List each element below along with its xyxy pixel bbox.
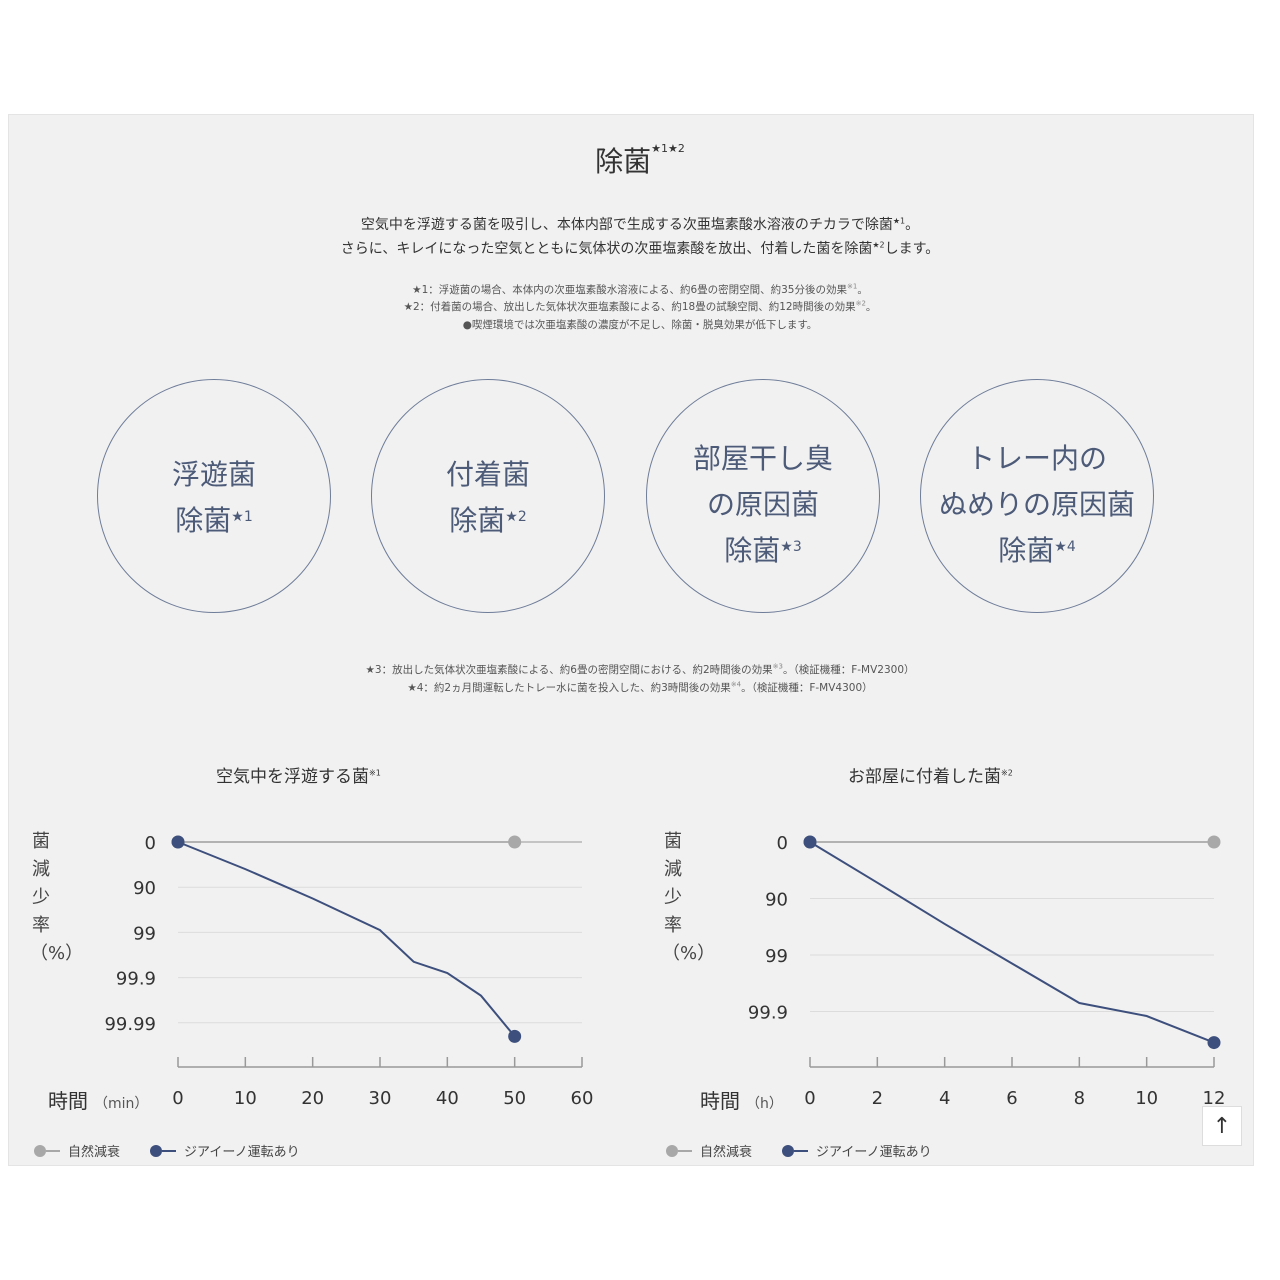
footnote-5: ★4：約2ヵ月間運転したトレー水に菌を投入した、約3時間後の効果※4。（検証機種… <box>407 680 873 695</box>
arrow-up-icon: ↑ <box>1212 1113 1232 1139</box>
footnote-2: ★2：付着菌の場合、放出した気体状次亜塩素酸による、約18畳の試験空間、約12時… <box>403 299 877 314</box>
chart-2-ylabel: 菌減少率（%） <box>662 831 715 964</box>
page-title: 除菌★1★2 <box>595 142 685 178</box>
back-to-top-button[interactable]: ↑ <box>1202 1106 1242 1146</box>
circle-line: トレー内の <box>966 442 1107 475</box>
chart-1-ylabel: 菌減少率（%） <box>30 831 83 964</box>
legend-marker-natural <box>666 1144 678 1157</box>
chart-2-title: お部屋に付着した菌※2 <box>848 767 1013 787</box>
legend-item-ziaino: ジアイーノ運転あり <box>150 1141 300 1160</box>
lead-line-1: 空気中を浮遊する菌を吸引し、本体内部で生成する次亜塩素酸水溶液のチカラで除菌★1… <box>360 216 920 233</box>
feature-circle-tray-slime: トレー内の ぬめりの原因菌 除菌★4 <box>920 379 1154 613</box>
circle-line: 除菌★4 <box>998 534 1076 567</box>
feature-circle-surface: 付着菌 除菌★2 <box>371 379 605 613</box>
legend-item-ziaino: ジアイーノ運転あり <box>782 1141 932 1160</box>
chart-2-legend: 自然減衰 ジアイーノ運転あり <box>666 1141 962 1160</box>
circle-line: 除菌★2 <box>449 504 527 537</box>
footnote-1: ★1：浮遊菌の場合、本体内の次亜塩素酸水溶液による、約6畳の密閉空間、約35分後… <box>412 282 868 297</box>
feature-circle-laundry-odor: 部屋干し臭 の原因菌 除菌★3 <box>646 379 880 613</box>
legend-item-natural: 自然減衰 <box>34 1141 120 1160</box>
feature-circle-airborne: 浮遊菌 除菌★1 <box>97 379 331 613</box>
circle-line: 浮遊菌 <box>171 458 256 491</box>
legend-item-natural: 自然減衰 <box>666 1141 752 1160</box>
circle-line: 除菌★3 <box>724 534 802 567</box>
chart-2-xlabel: 時間 （h） <box>700 1089 783 1113</box>
legend-marker-natural <box>34 1144 46 1157</box>
chart-1-title: 空気中を浮遊する菌※1 <box>216 767 381 787</box>
chart-1-xlabel: 時間 （min） <box>48 1089 149 1113</box>
legend-marker-ziaino <box>150 1144 163 1157</box>
content-panel <box>8 114 1254 1166</box>
footnote-3: ●喫煙環境では次亜塩素酸の濃度が不足し、除菌・脱臭効果が低下します。 <box>462 319 818 331</box>
circle-line: 部屋干し臭 <box>692 442 833 475</box>
circle-line: 除菌★1 <box>175 504 253 537</box>
footnote-4: ★3：放出した気体状次亜塩素酸による、約6畳の密閉空間における、約2時間後の効果… <box>365 662 915 677</box>
legend-marker-ziaino <box>782 1144 795 1157</box>
lead-line-2: さらに、キレイになった空気とともに気体状の次亜塩素酸を放出、付着した菌を除菌★2… <box>340 240 940 257</box>
chart-1-legend: 自然減衰 ジアイーノ運転あり <box>34 1141 330 1160</box>
circle-line: の原因菌 <box>706 488 819 521</box>
circle-line: 付着菌 <box>445 458 530 491</box>
circle-line: ぬめりの原因菌 <box>938 488 1135 521</box>
